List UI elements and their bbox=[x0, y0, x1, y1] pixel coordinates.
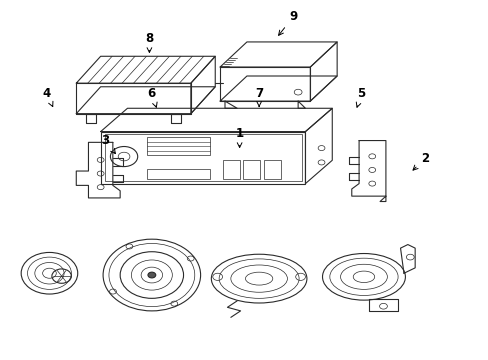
Text: 7: 7 bbox=[255, 87, 263, 106]
Bar bbox=[104, 134, 301, 181]
Bar bbox=[243, 159, 260, 179]
Bar bbox=[147, 137, 210, 155]
Text: 4: 4 bbox=[43, 87, 53, 107]
Text: 5: 5 bbox=[356, 87, 365, 107]
Circle shape bbox=[148, 272, 156, 278]
Text: 8: 8 bbox=[145, 32, 153, 53]
Bar bbox=[222, 159, 239, 179]
Bar bbox=[147, 168, 210, 179]
Bar bbox=[263, 159, 280, 179]
Text: 6: 6 bbox=[147, 87, 157, 107]
Bar bbox=[101, 132, 305, 184]
Text: 3: 3 bbox=[102, 134, 115, 154]
Text: 9: 9 bbox=[278, 10, 297, 35]
Text: 1: 1 bbox=[235, 127, 243, 148]
Text: 2: 2 bbox=[412, 152, 428, 170]
